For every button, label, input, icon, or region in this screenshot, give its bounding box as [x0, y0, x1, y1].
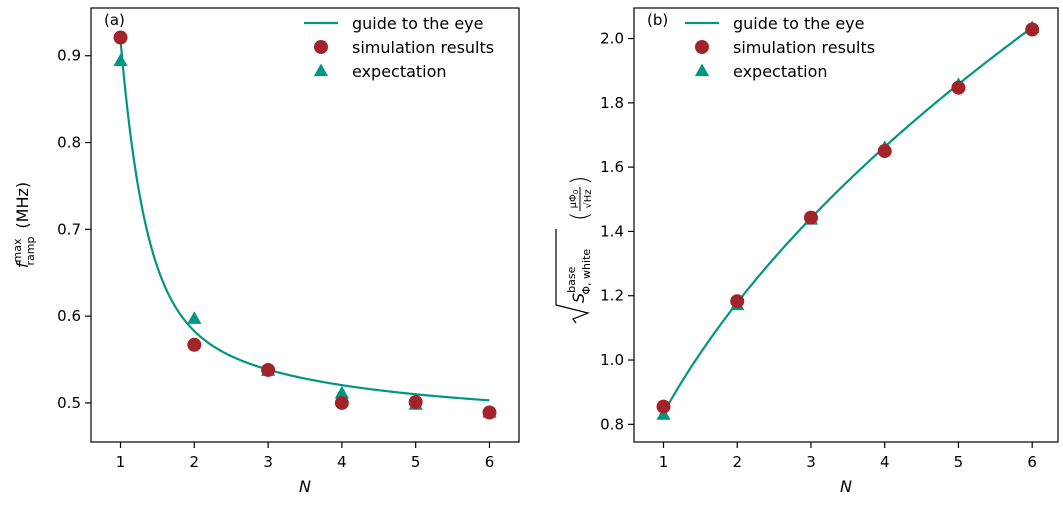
y-label-superscript: base — [565, 266, 578, 292]
y-tick-label: 2.0 — [600, 30, 624, 48]
legend-entry-label: guide to the eye — [733, 14, 864, 33]
x-tick-label: 2 — [732, 453, 742, 471]
plot-frame — [633, 7, 1059, 443]
simulation-marker — [803, 210, 818, 225]
x-tick-label: 6 — [1027, 453, 1037, 471]
legend-entry-label: guide to the eye — [352, 14, 483, 33]
simulation-marker — [482, 405, 497, 420]
y-label-superscript: max — [11, 238, 24, 262]
y-label-base: S — [569, 293, 588, 303]
panel-label: (a) — [104, 11, 125, 29]
expectation-marker — [334, 385, 350, 399]
unit-denominator: √Hz — [583, 189, 594, 208]
y-tick-label: 1.2 — [600, 287, 624, 305]
simulation-marker — [656, 399, 671, 414]
legend-entry-label: simulation results — [733, 38, 875, 57]
unit-paren-left: ( — [566, 212, 594, 221]
legend-triangle-swatch — [313, 63, 329, 77]
y-label-quantity: Sbase Φ, white — [565, 249, 593, 303]
y-tick-label: 1.0 — [600, 351, 624, 369]
simulation-marker — [261, 362, 276, 377]
plot-frame — [90, 7, 520, 443]
y-tick-label: 1.6 — [600, 158, 624, 176]
panel-label: (b) — [647, 11, 668, 29]
x-tick-label: 6 — [485, 453, 495, 471]
y-label-symbol: f — [13, 260, 32, 268]
guide-curve — [119, 40, 490, 402]
legend-entry-label: simulation results — [352, 38, 494, 57]
x-tick-label: 3 — [806, 453, 816, 471]
simulation-marker — [951, 80, 966, 95]
simulation-marker — [877, 144, 892, 159]
x-tick-label: 2 — [190, 453, 200, 471]
guide-curve — [662, 26, 1033, 414]
y-label-subscript: Φ, white — [580, 249, 593, 295]
simulation-marker — [334, 395, 349, 410]
legend-triangle-swatch — [694, 63, 710, 77]
y-tick-label: 0.6 — [57, 307, 81, 325]
y-axis-label: fmaxramp (MHz) — [11, 182, 37, 268]
panel-b: 1 2 3 4 5 6 0.8 1.0 1.2 1.4 1.6 1.8 2.0 N (b) guide to … — [555, 7, 1059, 496]
y-label-unit: (MHz) — [13, 182, 32, 229]
y-tick-label: 0.8 — [600, 415, 624, 433]
x-tick-label: 5 — [954, 453, 964, 471]
y-label-subscript: ramp — [24, 237, 37, 266]
legend-entry-label: expectation — [733, 62, 828, 81]
simulation-marker — [730, 294, 745, 309]
x-axis-label: N — [840, 477, 852, 496]
unit-paren-right: ) — [566, 176, 594, 185]
simulation-marker — [187, 337, 202, 352]
x-tick-label: 5 — [411, 453, 421, 471]
y-tick-label: 1.8 — [600, 94, 624, 112]
x-tick-label: 4 — [880, 453, 890, 471]
expectation-marker — [113, 53, 128, 67]
expectation-marker — [187, 311, 202, 324]
unit-numerator: μΦ0 — [568, 190, 580, 209]
sqrt-sign — [555, 229, 590, 324]
unit-numerator-main: μΦ — [568, 194, 579, 208]
x-tick-label: 3 — [263, 453, 273, 471]
simulation-marker — [408, 395, 423, 410]
y-tick-label: 0.9 — [57, 47, 81, 65]
legend-entry-label: expectation — [352, 62, 447, 81]
y-tick-label: 1.4 — [600, 222, 624, 240]
x-tick-label: 1 — [116, 453, 126, 471]
y-axis-label: Sbase Φ, white ( μΦ0 √Hz) — [555, 176, 594, 324]
y-tick-label: 0.8 — [57, 134, 81, 152]
unit-numerator-sub: 0 — [572, 190, 580, 194]
legend-circle-swatch — [314, 40, 328, 54]
simulation-marker — [113, 30, 128, 45]
x-tick-label: 1 — [659, 453, 669, 471]
x-axis-label: N — [299, 477, 311, 496]
simulation-marker — [1025, 22, 1040, 37]
panel-a: 1 2 3 4 5 6 0.5 0.6 0.7 0.8 0.9 N (a) guide to the ey… — [11, 7, 520, 496]
legend-circle-swatch — [695, 40, 709, 54]
y-tick-label: 0.5 — [57, 394, 81, 412]
y-tick-label: 0.7 — [57, 220, 81, 238]
x-tick-label: 4 — [337, 453, 347, 471]
